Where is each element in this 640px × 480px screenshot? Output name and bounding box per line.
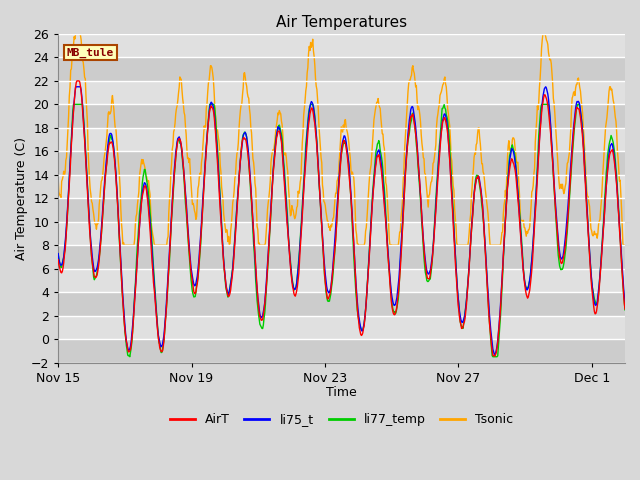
Text: MB_tule: MB_tule <box>67 48 114 58</box>
Bar <box>58 104 625 128</box>
Bar <box>58 81 625 104</box>
Bar <box>58 151 625 175</box>
Bar <box>58 58 625 81</box>
Bar <box>58 175 625 198</box>
Bar <box>58 316 625 339</box>
Bar <box>58 245 625 269</box>
Bar <box>58 292 625 316</box>
Bar <box>58 128 625 151</box>
Y-axis label: Air Temperature (C): Air Temperature (C) <box>15 137 28 260</box>
X-axis label: Time: Time <box>326 386 357 399</box>
Bar <box>58 269 625 292</box>
Bar <box>58 198 625 222</box>
Legend: AirT, li75_t, li77_temp, Tsonic: AirT, li75_t, li77_temp, Tsonic <box>164 408 518 432</box>
Bar <box>58 222 625 245</box>
Title: Air Temperatures: Air Temperatures <box>276 15 407 30</box>
Bar <box>58 339 625 362</box>
Bar <box>58 34 625 58</box>
